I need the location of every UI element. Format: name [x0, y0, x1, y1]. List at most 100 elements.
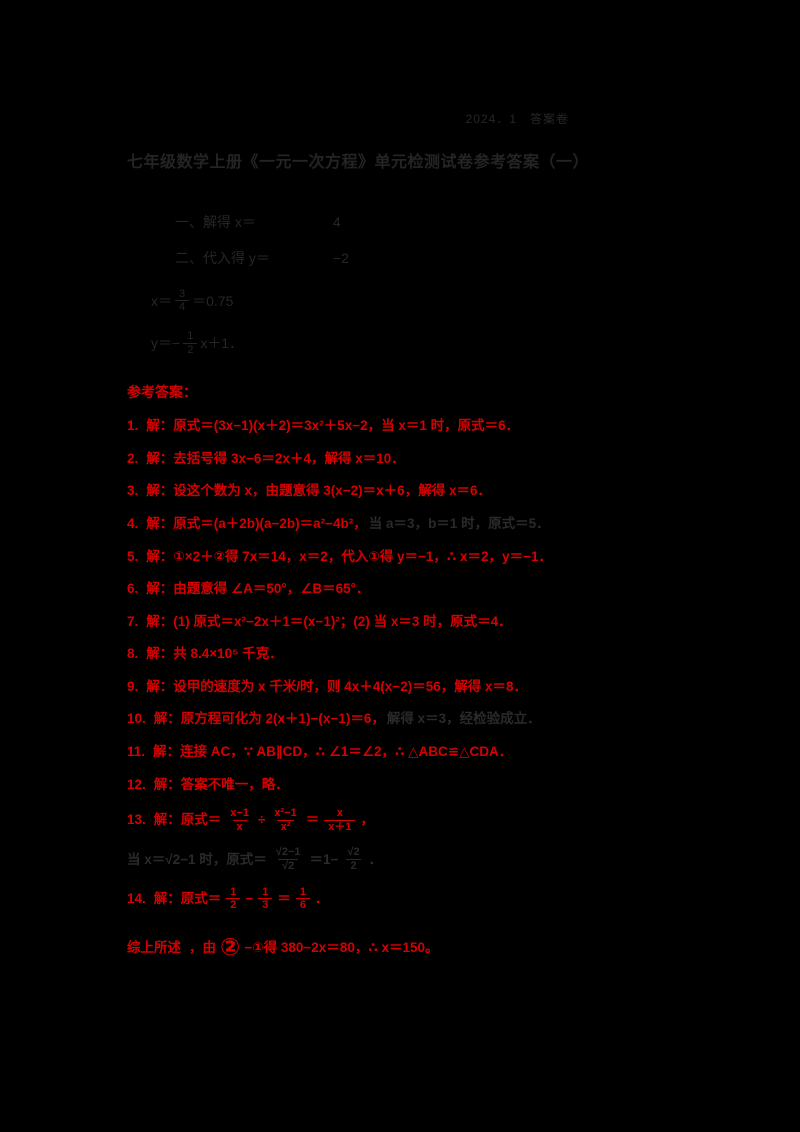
answer-text: ，: [360, 812, 374, 828]
answer-line: 12. 解：答案不唯一，略．: [127, 775, 657, 795]
answer-text: 解：设甲的速度为 x 千米/时，则 4x＋4(x−2)＝56，解得 x＝8．: [146, 678, 527, 694]
answer-number: 6.: [127, 581, 139, 597]
fraction-numerator: √2: [347, 846, 360, 859]
fraction-denominator: x²: [276, 819, 295, 834]
fraction-denominator: x＋1: [324, 819, 356, 834]
fraction-numerator: 1: [299, 885, 307, 898]
answer-line: 9. 解：设甲的速度为 x 千米/时，则 4x＋4(x−2)＝56，解得 x＝8．: [127, 677, 657, 697]
answer-text: 解：原式＝: [153, 891, 222, 907]
answer-text: 解：由题意得 ∠A＝50°，∠B＝65°．: [146, 581, 370, 597]
answer-line: 4. 解：原式＝(a＋2b)(a−2b)＝a²−4b²，当 a＝3，b＝1 时，原…: [127, 514, 657, 534]
answer-text: 解：①×2＋②得 7x＝14，x＝2，代入①得 y＝−1，∴ x＝2，y＝−1．: [146, 548, 552, 564]
answer-text: ÷: [257, 812, 266, 828]
fraction-denominator: 4: [175, 300, 190, 314]
answer-text: ，由: [189, 940, 216, 956]
prelim-label: 二、代入得 y＝: [175, 249, 270, 266]
answer-text: 当 x＝√2−1 时，原式＝: [127, 851, 267, 867]
answer-text: ＝: [277, 891, 291, 907]
answer-text: ．: [368, 851, 383, 867]
answer-line: 11. 解：连接 AC，∵ AB∥CD，∴ ∠1＝∠2，∴ △ABC≌△CDA．: [127, 742, 657, 762]
fraction-numerator: √2−1: [275, 846, 301, 859]
corner-note: 2024．1 答案卷: [465, 112, 569, 126]
answer-number: 13.: [127, 812, 146, 828]
answer-number: 11.: [127, 743, 146, 759]
fraction-numerator: 3: [179, 287, 186, 300]
fraction-numerator: 1: [262, 885, 269, 898]
answer-number: 9.: [127, 678, 139, 694]
fraction-denominator: 2: [183, 342, 198, 357]
fraction-denominator: 6: [295, 898, 311, 912]
answer-text: 综上所述: [127, 940, 181, 956]
answer-text: 解：答案不唯一，略．: [153, 776, 289, 792]
answer-line: 2. 解：去括号得 3x−6＝2x＋4，解得 x＝10．: [127, 449, 657, 469]
prelim-value: 4: [332, 213, 341, 230]
fraction: x²−1 x²: [270, 807, 300, 833]
fraction-numerator: 1: [187, 330, 194, 343]
fraction-numerator: x²−1: [274, 807, 297, 820]
answer-number: 2.: [127, 450, 139, 466]
answer-line: 1. 解：原式＝(3x−1)(x＋2)＝3x²＋5x−2，当 x＝1 时，原式＝6…: [127, 416, 657, 436]
answer-line: 当 x＝√2−1 时，原式＝ √2−1 √2 ＝1− √2 2 ．: [127, 846, 657, 872]
answer-number: 3.: [127, 483, 139, 499]
prelim-row: 二、代入得 y＝ −2: [127, 248, 657, 268]
fraction: √2−1 √2: [272, 846, 305, 872]
answer-text: −①得 380−2x＝80，∴ x＝150。: [244, 940, 439, 956]
answer-number: 4.: [127, 516, 139, 532]
answer-text: 解得 x＝3，经检验成立．: [386, 711, 541, 727]
fraction-denominator: x: [232, 819, 247, 834]
fraction-denominator: 2: [346, 859, 361, 873]
answer-text: 解：原式＝: [153, 812, 222, 828]
answer-line: 10. 解：原方程可化为 2(x＋1)−(x−1)＝6， 解得 x＝3，经检验成立．: [127, 709, 657, 729]
answer-text: 解：去括号得 3x−6＝2x＋4，解得 x＝10．: [146, 450, 405, 466]
prelim-block: 一、解得 x＝ 4 二、代入得 y＝ −2: [127, 212, 657, 268]
answer-text: ＝1−: [309, 851, 339, 867]
doc-title: 七年级数学上册《一元一次方程》单元检测试卷参考答案（一）: [127, 154, 590, 171]
answer-number: 5.: [127, 548, 139, 564]
answer-text: 解：原式＝(a＋2b)(a−2b)＝a²−4b²，: [146, 516, 367, 532]
prelim-label: 一、解得 x＝: [175, 213, 256, 230]
answer-number: 7.: [127, 613, 139, 629]
expression-tail: x＋1．: [200, 335, 244, 352]
fraction: 1 2: [183, 330, 198, 357]
answer-text: 解：(1) 原式＝x²−2x＋1＝(x−1)²；(2) 当 x＝3 时，原式＝4…: [146, 613, 512, 629]
fraction-numerator: 1: [230, 885, 237, 898]
answer-text: 解：原方程可化为 2(x＋1)−(x−1)＝6，: [153, 711, 385, 727]
answer-text: 解：连接 AC，∵ AB∥CD，∴ ∠1＝∠2，∴ △ABC≌△CDA．: [153, 743, 513, 759]
prelim-value: −2: [332, 249, 349, 266]
answer-number: 12.: [127, 776, 146, 792]
fraction-denominator: √2: [278, 859, 299, 873]
answer-text: 解：共 8.4×10⁵ 千克．: [146, 646, 283, 662]
answer-line: 8. 解：共 8.4×10⁵ 千克．: [127, 644, 657, 664]
big-symbol: ②: [220, 933, 241, 961]
answer-line: 7. 解：(1) 原式＝x²−2x＋1＝(x−1)²；(2) 当 x＝3 时，原式…: [127, 612, 657, 632]
expression-tail: ＝0.75: [192, 292, 234, 309]
fraction: x−1 x: [226, 807, 253, 833]
answers-list: 1. 解：原式＝(3x−1)(x＋2)＝3x²＋5x−2，当 x＝1 时，原式＝6…: [127, 416, 657, 960]
answers-header: 参考答案：: [127, 384, 197, 401]
fraction-numerator: x: [336, 807, 343, 820]
answer-number: 1.: [127, 418, 139, 434]
answer-text: 解：设这个数为 x，由题意得 3(x−2)＝x＋6，解得 x＝6．: [146, 483, 491, 499]
answer-number: 14.: [127, 891, 146, 907]
fraction: x x＋1: [324, 807, 356, 834]
document-content: 2024．1 答案卷 七年级数学上册《一元一次方程》单元检测试卷参考答案（一） …: [127, 110, 657, 973]
answer-text: 解：原式＝(3x−1)(x＋2)＝3x²＋5x−2，当 x＝1 时，原式＝6．: [146, 418, 520, 434]
answer-number: 10.: [127, 711, 146, 727]
answer-text: 当 a＝3，b＝1 时，原式＝5．: [368, 516, 550, 532]
answer-text: −: [245, 891, 254, 907]
fraction-denominator: 3: [258, 898, 273, 912]
answer-number: 8.: [127, 646, 139, 662]
expression-line: x＝ 3 4 ＝0.75: [127, 288, 657, 314]
answer-line: 13. 解：原式＝ x−1 x ÷ x²−1 x² ＝ x x＋1，: [127, 807, 657, 833]
answer-line: 综上所述 ，由 ② −①得 380−2x＝80，∴ x＝150。: [127, 933, 657, 961]
expression-line: y＝− 1 2 x＋1．: [127, 330, 657, 356]
fraction: √2 2: [343, 846, 363, 872]
expression-lead: y＝−: [151, 335, 181, 352]
answer-line: 3. 解：设这个数为 x，由题意得 3(x−2)＝x＋6，解得 x＝6．: [127, 481, 657, 501]
prelim-row: 一、解得 x＝ 4: [127, 212, 657, 232]
answer-line: 6. 解：由题意得 ∠A＝50°，∠B＝65°．: [127, 579, 657, 599]
fraction-numerator: x−1: [230, 807, 249, 820]
